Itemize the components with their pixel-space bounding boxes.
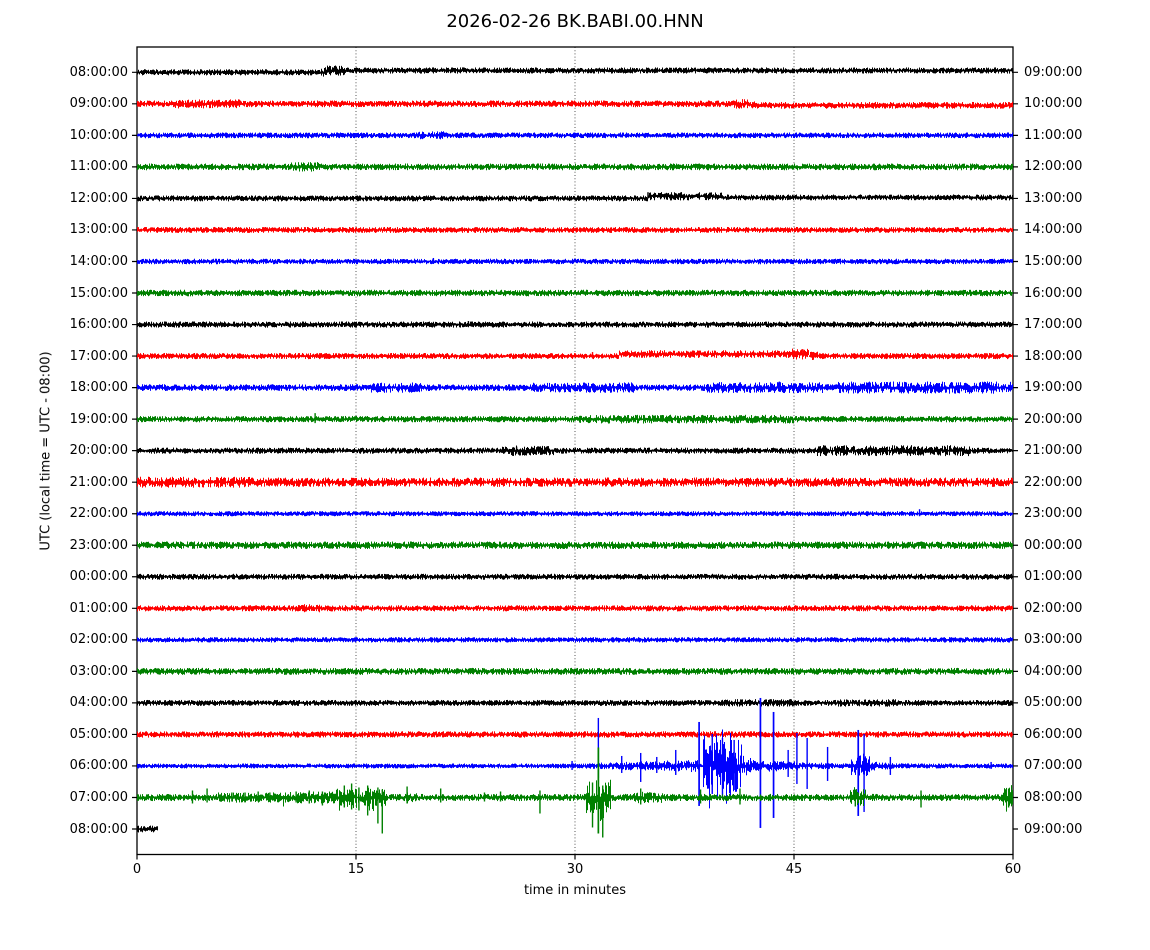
right-time-label: 19:00:00: [1024, 380, 1083, 396]
right-time-label: 23:00:00: [1024, 506, 1083, 522]
left-time-label: 10:00:00: [69, 127, 128, 143]
left-time-label: 14:00:00: [69, 253, 128, 269]
left-time-label: 01:00:00: [69, 600, 128, 616]
left-time-label: 11:00:00: [69, 159, 128, 175]
x-axis-label: time in minutes: [523, 883, 627, 898]
left-time-label: 02:00:00: [69, 632, 128, 648]
right-time-label: 07:00:00: [1024, 758, 1083, 774]
left-time-label: 18:00:00: [69, 380, 128, 396]
right-time-label: 02:00:00: [1024, 600, 1083, 616]
right-time-label: 01:00:00: [1024, 569, 1083, 585]
left-time-label: 23:00:00: [69, 537, 128, 553]
x-tick-label: 45: [785, 861, 803, 877]
left-time-label: 13:00:00: [69, 222, 128, 238]
right-time-label: 15:00:00: [1024, 253, 1083, 269]
right-time-label: 08:00:00: [1024, 789, 1083, 805]
right-time-label: 05:00:00: [1024, 695, 1083, 711]
right-time-label: 13:00:00: [1024, 190, 1083, 206]
right-time-label: 14:00:00: [1024, 222, 1083, 238]
left-time-label: 04:00:00: [69, 695, 128, 711]
left-time-label: 21:00:00: [69, 474, 128, 490]
left-time-label: 05:00:00: [69, 726, 128, 742]
left-time-label: 03:00:00: [69, 663, 128, 679]
right-time-label: 21:00:00: [1024, 443, 1083, 459]
right-time-label: 00:00:00: [1024, 537, 1083, 553]
plot-title: 2026-02-26 BK.BABI.00.HNN: [446, 11, 704, 32]
left-time-label: 09:00:00: [69, 96, 128, 112]
right-time-label: 20:00:00: [1024, 411, 1083, 427]
right-time-label: 22:00:00: [1024, 474, 1083, 490]
left-time-label: 12:00:00: [69, 190, 128, 206]
left-time-label: 08:00:00: [69, 64, 128, 80]
left-time-label: 19:00:00: [69, 411, 128, 427]
left-time-label: 07:00:00: [69, 789, 128, 805]
right-time-label: 04:00:00: [1024, 663, 1083, 679]
right-time-label: 12:00:00: [1024, 159, 1083, 175]
left-time-label: 22:00:00: [69, 506, 128, 522]
left-time-label: 06:00:00: [69, 758, 128, 774]
right-time-label: 11:00:00: [1024, 127, 1083, 143]
right-time-label: 06:00:00: [1024, 726, 1083, 742]
left-time-label: 16:00:00: [69, 317, 128, 333]
x-tick-label: 0: [132, 861, 142, 877]
left-time-label: 08:00:00: [69, 821, 128, 837]
right-time-label: 09:00:00: [1024, 821, 1083, 837]
right-time-label: 16:00:00: [1024, 285, 1083, 301]
left-time-label: 20:00:00: [69, 443, 128, 459]
right-time-label: 03:00:00: [1024, 632, 1083, 648]
right-time-label: 18:00:00: [1024, 348, 1083, 364]
left-time-label: 17:00:00: [69, 348, 128, 364]
x-tick-label: 60: [1004, 861, 1022, 877]
right-time-label: 09:00:00: [1024, 64, 1083, 80]
left-time-label: 00:00:00: [69, 569, 128, 585]
left-time-label: 15:00:00: [69, 285, 128, 301]
right-time-label: 17:00:00: [1024, 317, 1083, 333]
x-tick-label: 15: [347, 861, 365, 877]
right-time-label: 10:00:00: [1024, 96, 1083, 112]
x-tick-label: 30: [566, 861, 584, 877]
